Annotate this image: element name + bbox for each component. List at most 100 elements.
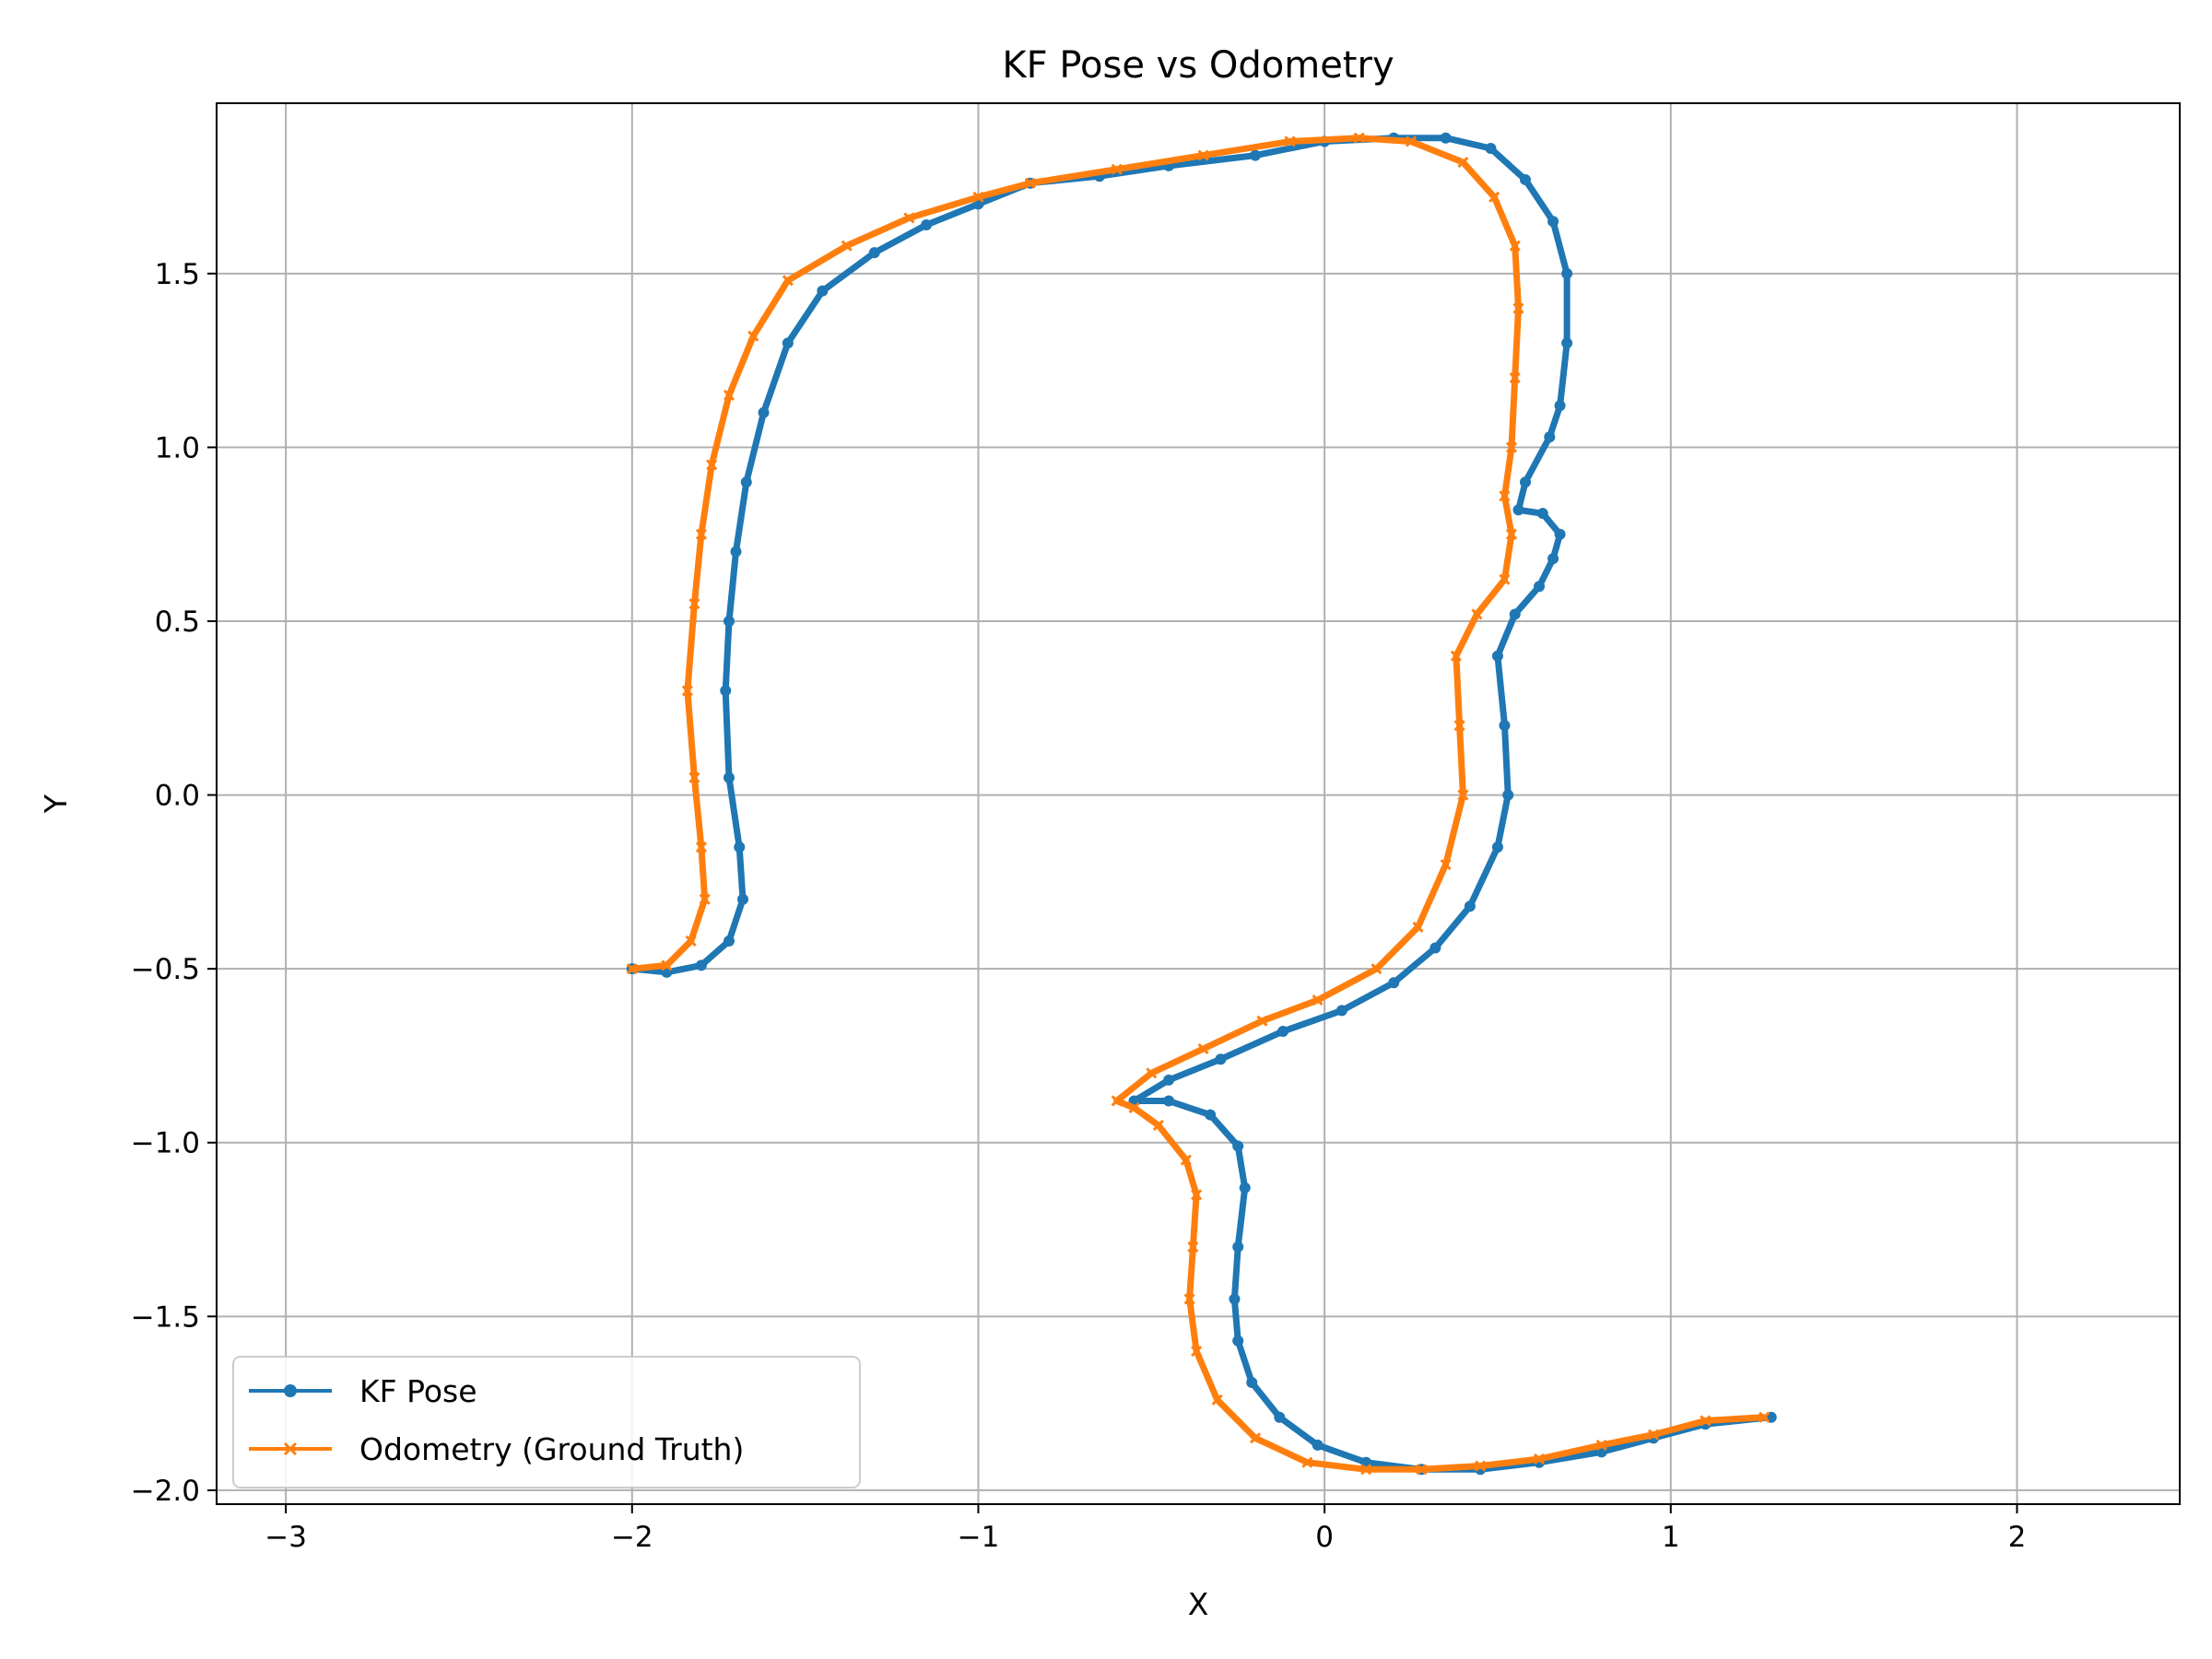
x-axis-ticks: −3 −2 −1 0 1 2	[265, 1504, 2026, 1554]
point-odometry-ground-truth-4	[1533, 1453, 1546, 1465]
point-odometry-ground-truth-8	[1301, 1456, 1313, 1468]
plot-frame	[216, 102, 2181, 1505]
point-kf-pose-11	[1232, 1335, 1244, 1347]
x-tick-label-0: −3	[265, 1521, 307, 1554]
point-odometry-ground-truth-55	[688, 771, 700, 783]
point-kf-pose-25	[1464, 900, 1476, 912]
point-odometry-ground-truth-49	[747, 330, 759, 342]
y-tick-label-4: 0.0	[155, 780, 200, 813]
point-kf-pose-33	[1554, 528, 1566, 540]
point-odometry-ground-truth-56	[695, 841, 707, 853]
point-odometry-ground-truth-0	[1759, 1411, 1771, 1423]
point-kf-pose-62	[734, 841, 746, 853]
point-kf-pose-15	[1232, 1140, 1244, 1152]
point-odometry-ground-truth-2	[1647, 1429, 1660, 1441]
point-odometry-ground-truth-10	[1211, 1394, 1223, 1406]
point-odometry-ground-truth-35	[1512, 302, 1524, 314]
grid	[217, 103, 2180, 1504]
point-odometry-ground-truth-50	[723, 389, 735, 401]
y-tick-label-2: −1.0	[131, 1127, 200, 1160]
point-odometry-ground-truth-19	[1146, 1067, 1158, 1079]
point-kf-pose-65	[695, 959, 707, 971]
point-odometry-ground-truth-28	[1450, 650, 1462, 662]
point-odometry-ground-truth-3	[1595, 1439, 1607, 1451]
y-axis-ticks: −2.0 −1.5 −1.0 −0.5 0.0 0.5 1.0 1.5	[131, 258, 217, 1508]
point-kf-pose-52	[921, 219, 933, 231]
point-kf-pose-40	[1561, 267, 1573, 279]
point-odometry-ground-truth-9	[1249, 1432, 1262, 1444]
series-odometry-ground-truth	[626, 132, 1771, 1476]
point-odometry-ground-truth-48	[782, 275, 794, 287]
legend-box	[232, 1356, 861, 1488]
point-kf-pose-59	[723, 615, 735, 627]
point-kf-pose-19	[1163, 1074, 1175, 1086]
point-odometry-ground-truth-43	[1111, 163, 1123, 175]
point-kf-pose-55	[782, 337, 794, 349]
point-odometry-ground-truth-57	[699, 893, 711, 905]
point-kf-pose-20	[1215, 1053, 1227, 1065]
point-kf-pose-9	[1274, 1411, 1286, 1423]
legend-label-odometry: Odometry (Ground Truth)	[359, 1431, 744, 1467]
point-kf-pose-37	[1544, 431, 1556, 443]
legend-marker-odometry	[283, 1441, 298, 1456]
point-kf-pose-54	[817, 285, 829, 297]
point-kf-pose-27	[1502, 789, 1514, 801]
point-kf-pose-24	[1430, 942, 1441, 954]
point-kf-pose-28	[1499, 720, 1511, 732]
point-kf-pose-61	[723, 771, 735, 783]
point-odometry-ground-truth-16	[1152, 1119, 1164, 1131]
point-kf-pose-63	[737, 893, 749, 905]
point-odometry-ground-truth-18	[1111, 1095, 1123, 1107]
point-odometry-ground-truth-27	[1453, 720, 1465, 732]
point-odometry-ground-truth-30	[1499, 573, 1511, 585]
point-kf-pose-23	[1388, 977, 1400, 989]
y-tick-label-5: 0.5	[155, 606, 200, 639]
point-odometry-ground-truth-34	[1509, 371, 1521, 384]
point-kf-pose-38	[1554, 400, 1566, 412]
point-odometry-ground-truth-23	[1371, 963, 1382, 975]
point-odometry-ground-truth-54	[681, 685, 693, 697]
point-kf-pose-30	[1509, 608, 1521, 620]
point-kf-pose-42	[1520, 173, 1531, 185]
point-kf-pose-60	[720, 685, 732, 697]
y-tick-label-6: 1.0	[155, 431, 200, 465]
point-odometry-ground-truth-6	[1416, 1464, 1428, 1476]
series-layer	[626, 132, 1777, 1476]
point-kf-pose-35	[1512, 504, 1524, 516]
point-odometry-ground-truth-22	[1312, 994, 1324, 1006]
point-odometry-ground-truth-17	[1128, 1101, 1140, 1114]
point-odometry-ground-truth-45	[972, 191, 984, 203]
series-line-kf-pose	[629, 135, 1775, 1473]
point-odometry-ground-truth-33	[1505, 441, 1518, 453]
x-tick-label-5: 2	[2008, 1521, 2027, 1554]
point-kf-pose-57	[740, 477, 752, 488]
point-odometry-ground-truth-13	[1187, 1241, 1199, 1253]
point-kf-pose-31	[1534, 581, 1546, 593]
point-odometry-ground-truth-41	[1284, 135, 1296, 147]
point-kf-pose-32	[1547, 553, 1559, 565]
point-odometry-ground-truth-36	[1509, 240, 1521, 252]
point-odometry-ground-truth-29	[1471, 608, 1483, 620]
x-tick-label-4: 1	[1662, 1521, 1680, 1554]
legend-marker-kf-pose	[284, 1384, 297, 1397]
point-kf-pose-26	[1491, 841, 1503, 853]
point-odometry-ground-truth-25	[1440, 858, 1452, 871]
point-odometry-ground-truth-26	[1457, 789, 1469, 801]
point-odometry-ground-truth-14	[1191, 1189, 1203, 1201]
x-tick-label-2: −1	[958, 1521, 1000, 1554]
point-kf-pose-64	[723, 935, 735, 947]
point-kf-pose-58	[730, 546, 742, 558]
point-odometry-ground-truth-21	[1256, 1015, 1268, 1027]
point-kf-pose-12	[1229, 1293, 1241, 1305]
point-odometry-ground-truth-5	[1475, 1460, 1487, 1472]
x-tick-label-1: −2	[611, 1521, 653, 1554]
point-odometry-ground-truth-58	[685, 935, 697, 947]
legend-label-kf-pose: KF Pose	[359, 1373, 477, 1409]
point-odometry-ground-truth-46	[903, 212, 915, 224]
x-axis-label: X	[1188, 1586, 1209, 1622]
point-odometry-ground-truth-52	[695, 528, 707, 540]
point-kf-pose-22	[1335, 1005, 1347, 1017]
point-odometry-ground-truth-32	[1499, 490, 1511, 502]
y-tick-label-0: −2.0	[131, 1475, 200, 1508]
point-kf-pose-14	[1239, 1182, 1251, 1194]
